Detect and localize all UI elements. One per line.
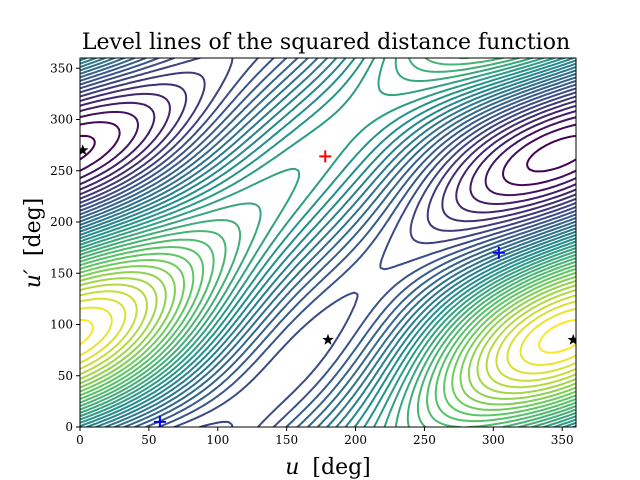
contour-level bbox=[80, 121, 576, 187]
y-tick-label: 300 bbox=[50, 113, 73, 127]
x-axis-variable: u bbox=[285, 455, 299, 480]
contour-level bbox=[80, 58, 576, 427]
x-tick-label: 150 bbox=[275, 433, 298, 447]
x-axis-label: u [deg] bbox=[285, 455, 371, 480]
contour-level bbox=[80, 259, 576, 411]
x-tick-label: 350 bbox=[551, 433, 574, 447]
plus-marker bbox=[319, 150, 332, 163]
contour-level bbox=[80, 283, 576, 389]
contour-level bbox=[80, 58, 576, 427]
x-tick-label: 100 bbox=[206, 433, 229, 447]
contour-level bbox=[80, 58, 576, 427]
contour-level bbox=[80, 277, 576, 395]
plus-marker bbox=[492, 246, 505, 259]
contour-level bbox=[80, 101, 576, 205]
contour-level bbox=[80, 252, 576, 417]
contour-level bbox=[80, 319, 576, 354]
x-tick-label: 250 bbox=[413, 433, 436, 447]
contour-level bbox=[80, 290, 576, 382]
y-tick-label: 250 bbox=[50, 164, 73, 178]
plus-marker bbox=[153, 415, 166, 427]
y-axis-label: u′ [deg] bbox=[21, 198, 46, 289]
y-tick-label: 150 bbox=[50, 266, 73, 280]
contour-lines bbox=[80, 58, 576, 427]
contour-level bbox=[80, 83, 576, 223]
x-tick-label: 50 bbox=[141, 433, 156, 447]
y-axis-unit: [deg] bbox=[21, 198, 46, 256]
contour-level bbox=[80, 246, 576, 423]
y-tick-label: 100 bbox=[50, 318, 73, 332]
contour-level bbox=[80, 271, 576, 400]
chart-title: Level lines of the squared distance func… bbox=[82, 30, 570, 55]
contour-level bbox=[80, 58, 576, 427]
star-marker bbox=[567, 333, 576, 345]
contour-level bbox=[80, 58, 576, 427]
y-tick-label: 350 bbox=[50, 61, 73, 75]
contour-level bbox=[80, 58, 576, 427]
x-tick-label: 0 bbox=[76, 433, 84, 447]
contour-level bbox=[80, 265, 576, 406]
x-tick-label: 200 bbox=[344, 433, 367, 447]
contour-level bbox=[80, 92, 576, 214]
contour-level bbox=[80, 71, 576, 232]
y-axis-variable: u′ bbox=[21, 269, 46, 288]
y-tick-label: 50 bbox=[58, 369, 73, 383]
y-tick-label: 0 bbox=[65, 420, 73, 434]
contour-level bbox=[80, 58, 576, 427]
y-tick-label: 200 bbox=[50, 215, 73, 229]
y-axis-ticks: 0 50 100 150 200 250 300 350 bbox=[50, 61, 80, 434]
marker-layer bbox=[80, 144, 576, 427]
contour-level bbox=[80, 110, 576, 197]
contour-level bbox=[80, 297, 576, 375]
contour-level bbox=[80, 134, 576, 173]
x-tick-label: 300 bbox=[482, 433, 505, 447]
plot-frame bbox=[79, 57, 577, 428]
x-axis-unit: [deg] bbox=[312, 455, 370, 480]
contour-level bbox=[80, 306, 576, 366]
x-axis-ticks: 0 50 100 150 200 250 300 350 bbox=[76, 427, 574, 447]
star-marker bbox=[80, 144, 89, 156]
star-marker bbox=[322, 333, 334, 345]
